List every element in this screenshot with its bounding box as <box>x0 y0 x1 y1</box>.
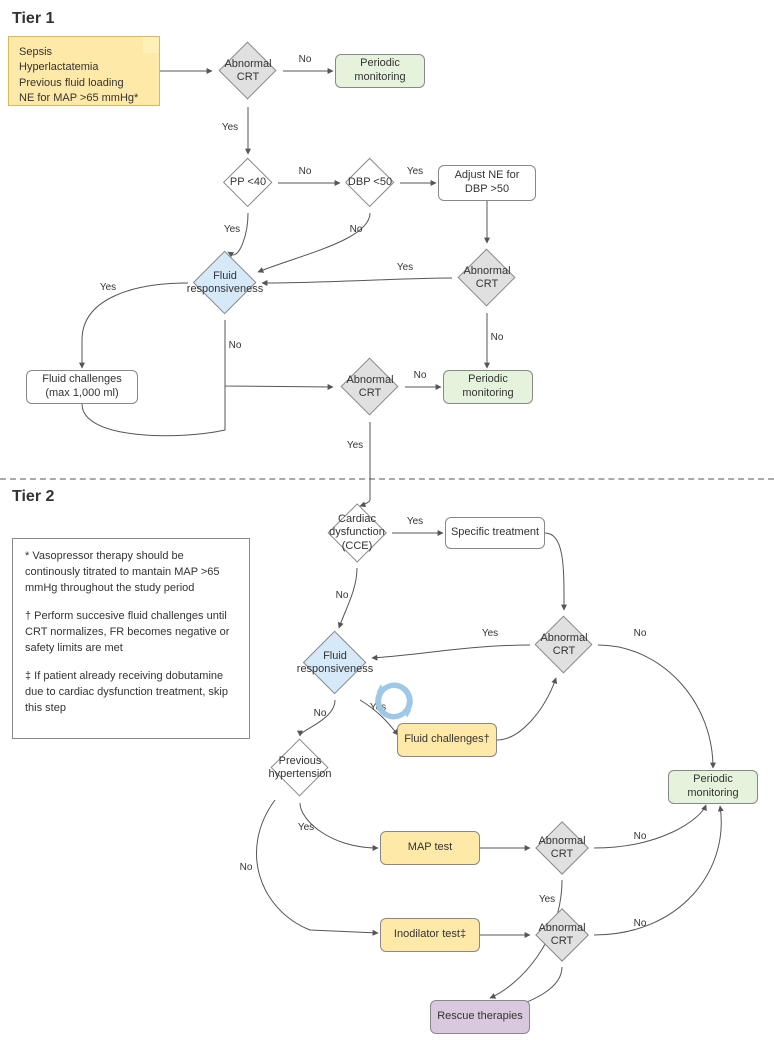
node-abnCRT_ne: Abnormal CRT <box>458 249 516 307</box>
edge <box>82 283 188 368</box>
edge-label: Yes <box>539 894 555 905</box>
edge-label: No <box>491 332 504 343</box>
edge-label: No <box>229 340 242 351</box>
node-rescue: Rescue therapies <box>430 1000 530 1034</box>
diamond-label: PP <40 <box>223 176 273 189</box>
edge <box>594 806 721 935</box>
node-fluidChal2: Fluid challenges† <box>397 723 497 757</box>
start-note-line: Hyperlactatemia <box>19 60 149 75</box>
edge-label: No <box>350 224 363 235</box>
diamond-label: Abnormal CRT <box>219 58 277 84</box>
node-periodic1: Periodic monitoring <box>335 54 425 88</box>
edge-label: Yes <box>222 122 238 133</box>
edge-label: No <box>634 628 647 639</box>
node-mapTest: MAP test <box>380 831 480 865</box>
start-note-line: Sepsis <box>19 45 149 60</box>
edges-layer: No Yes No Yes Yes No Yes No Yes No No Yes Yes Yes No No… <box>0 0 774 1042</box>
footnote-line: † Perform succesive fluid challenges unt… <box>25 609 237 657</box>
edge-label: Yes <box>407 516 423 527</box>
edge <box>262 278 452 283</box>
node-abnCRT4: Abnormal CRT <box>535 821 589 875</box>
diamond-label: Abnormal CRT <box>535 632 593 658</box>
edge <box>497 678 556 740</box>
diamond-label: Fluid responsiveness <box>295 650 375 676</box>
edge <box>545 533 564 610</box>
edge <box>598 645 713 768</box>
node-abnCRT3: Abnormal CRT <box>535 616 593 674</box>
node-fluidResp2: Fluid responsiveness <box>303 631 367 695</box>
diamond-label: DBP <50 <box>345 176 395 189</box>
start-note-line: NE for MAP >65 mmHg* <box>19 91 149 106</box>
edge-label: Yes <box>407 166 423 177</box>
diamond-label: Cardiac dysfunction (CCE) <box>327 513 387 553</box>
node-adjustNE: Adjust NE for DBP >50 <box>438 165 536 201</box>
diamond-label: Fluid responsiveness <box>185 270 265 296</box>
node-fluidChal: Fluid challenges (max 1,000 ml) <box>26 370 138 404</box>
diamond-label: Abnormal CRT <box>458 265 516 291</box>
footnote-line: * Vasopressor therapy should be continou… <box>25 549 237 597</box>
edge <box>258 213 370 272</box>
node-periodic3: Periodic monitoring <box>668 770 758 804</box>
edge <box>256 800 378 933</box>
edge <box>300 803 378 848</box>
edge <box>339 568 357 628</box>
edge-label: No <box>299 166 312 177</box>
node-abnCRT2: Abnormal CRT <box>341 358 399 416</box>
node-periodic2: Periodic monitoring <box>443 370 533 404</box>
node-pp40: PP <40 <box>223 158 273 208</box>
edge-label: Yes <box>347 440 363 451</box>
edge <box>228 213 248 255</box>
node-fluidResp1: Fluid responsiveness <box>193 251 257 315</box>
node-dbp50: DBP <50 <box>345 158 395 208</box>
node-inodil: Inodilator test‡ <box>380 918 480 952</box>
edge-label: No <box>634 831 647 842</box>
footnote-line: ‡ If patient already receiving dobutamin… <box>25 669 237 717</box>
edge-label: Yes <box>224 224 240 235</box>
node-abnCRT5: Abnormal CRT <box>535 908 589 962</box>
diamond-label: Abnormal CRT <box>535 835 589 861</box>
edge <box>360 478 370 506</box>
edge-label: No <box>336 590 349 601</box>
edge-label: Yes <box>397 262 413 273</box>
edge <box>300 700 335 736</box>
node-cardDys: Cardiac dysfunction (CCE) <box>327 503 387 563</box>
tier1-label: Tier 1 <box>12 10 54 28</box>
edge-label: No <box>414 370 427 381</box>
edge-label: No <box>314 708 327 719</box>
edge-label: No <box>299 54 312 65</box>
edge <box>225 320 333 387</box>
edge-label: No <box>240 862 253 873</box>
edge-label: Yes <box>298 822 314 833</box>
node-specific: Specific treatment <box>445 517 545 549</box>
diamond-label: Previous hypertension <box>267 755 334 781</box>
tier-divider <box>0 478 774 480</box>
start-note-line: Previous fluid loading <box>19 76 149 91</box>
diamond-label: Abnormal CRT <box>341 374 399 400</box>
edge <box>594 805 706 848</box>
node-prevHTN: Previous hypertension <box>271 739 329 797</box>
edge-label: No <box>634 918 647 929</box>
edge <box>372 645 530 658</box>
diamond-label: Abnormal CRT <box>535 922 589 948</box>
node-abnCRT1: Abnormal CRT <box>219 42 277 100</box>
start-note: SepsisHyperlactatemiaPrevious fluid load… <box>8 36 160 106</box>
edge-label: Yes <box>482 628 498 639</box>
cycle-icon <box>373 680 415 722</box>
footnotes-box: * Vasopressor therapy should be continou… <box>12 538 250 739</box>
tier2-label: Tier 2 <box>12 488 54 506</box>
edge-label: Yes <box>100 282 116 293</box>
